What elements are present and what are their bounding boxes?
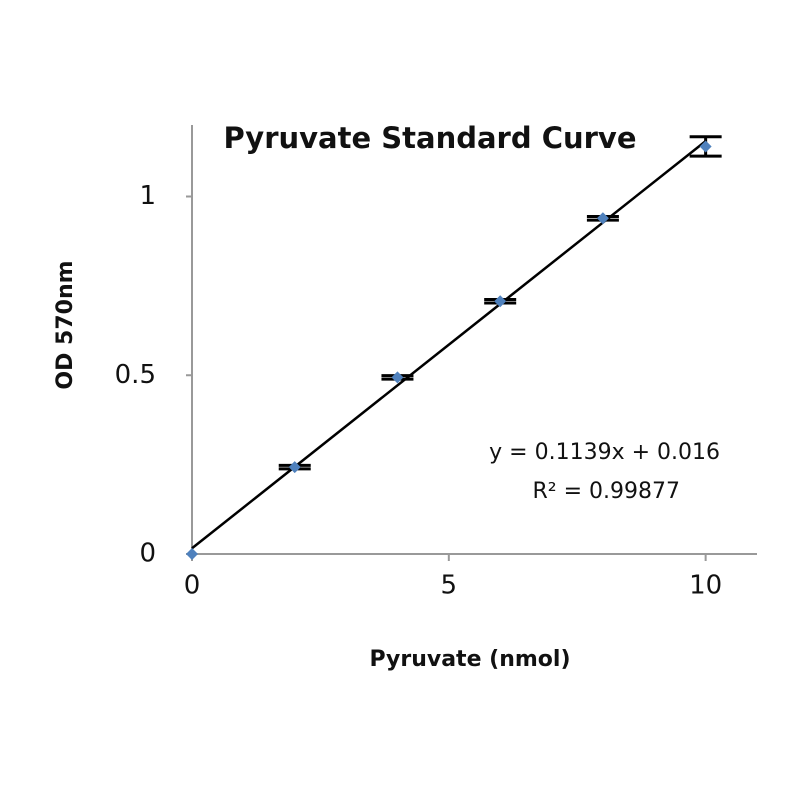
data-point bbox=[494, 295, 507, 308]
data-point bbox=[186, 548, 198, 560]
trend-equation: y = 0.1139x + 0.016 bbox=[489, 440, 720, 465]
trendline bbox=[191, 140, 707, 550]
x-tick-label: 5 bbox=[441, 571, 458, 601]
trend-r-squared: R² = 0.99877 bbox=[532, 479, 680, 504]
x-tick-label: 0 bbox=[184, 571, 201, 601]
data-point bbox=[596, 212, 609, 225]
data-point bbox=[288, 461, 301, 474]
y-axis-label: OD 570nm bbox=[53, 260, 78, 389]
x-axis-label: Pyruvate (nmol) bbox=[369, 647, 570, 672]
y-tick-label: 0.5 bbox=[115, 360, 156, 390]
y-tick-label: 1 bbox=[139, 181, 156, 211]
data-point bbox=[391, 371, 404, 384]
y-tick-label: 0 bbox=[139, 539, 156, 569]
chart-title: Pyruvate Standard Curve bbox=[224, 121, 637, 155]
data-point bbox=[699, 140, 712, 153]
x-tick-label: 10 bbox=[689, 571, 722, 601]
